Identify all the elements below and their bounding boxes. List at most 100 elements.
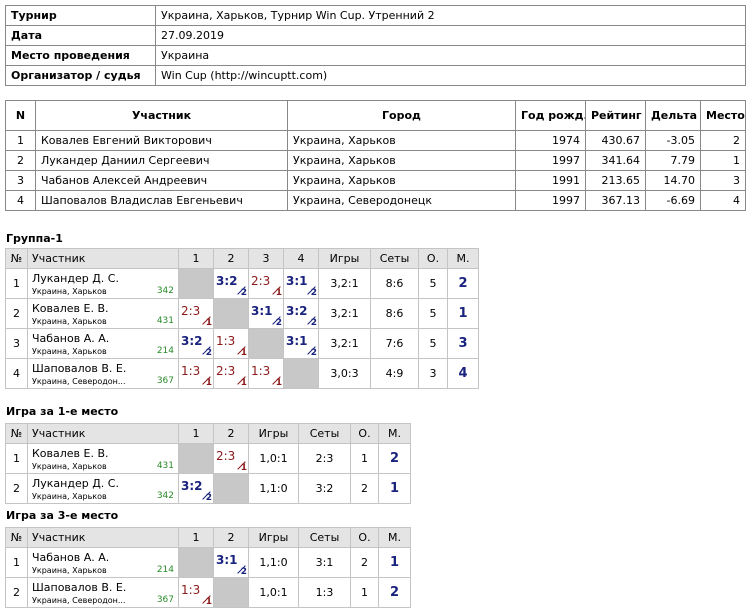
- games-cell: 1,1:0: [248, 473, 299, 504]
- participant-cell: 367.13: [585, 190, 646, 211]
- info-label: Дата: [5, 25, 156, 46]
- player-box: Чабанов А. А. Украина, Харьков 214: [32, 330, 174, 358]
- points-cell: 2: [350, 473, 379, 504]
- info-label: Турнир: [5, 5, 156, 26]
- sets-cell: 3:1: [298, 547, 351, 578]
- participant-cell: 3: [700, 170, 746, 191]
- games-cell: 3,2:1: [318, 298, 371, 329]
- participant-cell: 4: [700, 190, 746, 211]
- result-cell: 3:1 2: [248, 298, 284, 329]
- result-box: 1:3 1: [215, 330, 248, 358]
- player-city: Украина, Харьков: [32, 316, 107, 326]
- player-row: 4 Шаповалов В. Е. Украина, Северодон... 367…: [5, 358, 479, 389]
- player-cell: Ковалев Е. В. Украина, Харьков 431: [27, 443, 179, 474]
- header-cell: Игры: [248, 527, 299, 548]
- points-cell: 3: [418, 358, 448, 389]
- place-cell: 1: [447, 298, 479, 329]
- result-points: 1: [275, 287, 282, 298]
- result-cell: 2:3 1: [213, 358, 249, 389]
- header-cell: №: [5, 248, 28, 269]
- participant-cell: 14.70: [645, 170, 701, 191]
- sets-cell: 1:3: [298, 577, 351, 608]
- group-title: Игра за 3-е место: [6, 509, 119, 522]
- points-cell: 1: [350, 577, 379, 608]
- result-cell: 3:2 2: [213, 268, 249, 299]
- participant-cell: 1997: [515, 150, 586, 171]
- player-rating: 342: [156, 490, 174, 501]
- place-cell: 2: [447, 268, 479, 299]
- header-cell: М.: [378, 423, 411, 444]
- result-score: 3:1: [286, 273, 308, 288]
- header-cell: 2: [213, 248, 249, 269]
- info-value: Украина, Харьков, Турнир Win Cup. Утренн…: [155, 5, 746, 26]
- header-cell: Участник: [27, 423, 179, 444]
- group-table: № Участник 1 2 3 4 Игры Сеты О. М. 1 Лукандер Д. С.…: [5, 248, 479, 389]
- header-cell: Участник: [35, 100, 288, 131]
- place-cell: 1: [378, 547, 411, 578]
- player-name: Лукандер Д. С.: [32, 476, 119, 490]
- result-score: 3:1: [216, 552, 238, 567]
- header-cell: Игры: [248, 423, 299, 444]
- player-name: Ковалев Е. В.: [32, 446, 109, 460]
- player-cell: Шаповалов В. Е. Украина, Северодон... 367: [27, 577, 179, 608]
- place-cell: 2: [378, 443, 411, 474]
- result-cell: 1:3 1: [213, 328, 249, 359]
- games-cell: 3,2:1: [318, 268, 371, 299]
- result-box: 1:3 1: [250, 360, 283, 388]
- group-table: № Участник 1 2 Игры Сеты О. М. 1 Ковалев Е. В. Укр…: [5, 423, 411, 504]
- participant-cell: Украина, Харьков: [287, 170, 516, 191]
- group-title: Группа-1: [6, 232, 63, 245]
- header-cell: Место: [700, 100, 746, 131]
- result-cell: [213, 298, 249, 329]
- result-cell: [248, 328, 284, 359]
- player-name: Шаповалов В. Е.: [32, 580, 127, 594]
- group-title: Игра за 1-е место: [6, 405, 119, 418]
- participant-cell: Лукандер Даниил Сергеевич: [35, 150, 288, 171]
- header-cell: N: [5, 100, 36, 131]
- player-name: Чабанов А. А.: [32, 550, 110, 564]
- result-cell: [178, 443, 214, 474]
- sets-cell: 8:6: [370, 268, 419, 299]
- participant-cell: 2: [5, 150, 36, 171]
- participant-cell: 2: [700, 130, 746, 151]
- result-box: 3:1 2: [285, 270, 318, 298]
- player-name: Чабанов А. А.: [32, 331, 110, 345]
- header-cell: №: [5, 423, 28, 444]
- player-cell: Лукандер Д. С. Украина, Харьков 342: [27, 268, 179, 299]
- result-points: 2: [310, 317, 317, 328]
- player-cell: Ковалев Е. В. Украина, Харьков 431: [27, 298, 179, 329]
- result-points: 2: [240, 287, 247, 298]
- place-cell: 4: [447, 358, 479, 389]
- player-box: Ковалев Е. В. Украина, Харьков 431: [32, 300, 174, 328]
- result-box: 3:2 2: [285, 300, 318, 328]
- result-score: 3:2: [286, 303, 308, 318]
- header-row: N Участник Город Год рожд. Рейтинг Дельта Мест…: [5, 100, 746, 131]
- info-row: Турнир Украина, Харьков, Турнир Win Cup. …: [5, 5, 746, 26]
- header-cell: М.: [447, 248, 479, 269]
- result-cell: 1:3 1: [178, 577, 214, 608]
- info-label: Место проведения: [5, 45, 156, 66]
- participant-row: 2 Лукандер Даниил Сергеевич Украина, Харьк…: [5, 150, 746, 171]
- player-rating: 431: [156, 315, 174, 326]
- player-rating: 342: [156, 285, 174, 296]
- result-score: 3:2: [181, 333, 203, 348]
- player-city: Украина, Северодон...: [32, 595, 126, 605]
- participant-cell: 1991: [515, 170, 586, 191]
- participant-cell: Украина, Северодонецк: [287, 190, 516, 211]
- participant-cell: Украина, Харьков: [287, 150, 516, 171]
- result-cell: 2:3 1: [213, 443, 249, 474]
- result-box: 2:3 1: [180, 300, 213, 328]
- result-score: 3:1: [286, 333, 308, 348]
- player-rating: 367: [156, 594, 174, 605]
- header-cell: Сеты: [298, 527, 351, 548]
- header-cell: 2: [213, 527, 249, 548]
- result-box: 3:2 2: [180, 330, 213, 358]
- player-rating: 431: [156, 460, 174, 471]
- row-number: 1: [5, 268, 28, 299]
- header-row: № Участник 1 2 Игры Сеты О. М.: [5, 527, 411, 548]
- row-number: 1: [5, 443, 28, 474]
- header-cell: 1: [178, 248, 214, 269]
- points-cell: 2: [350, 547, 379, 578]
- player-row: 1 Ковалев Е. В. Украина, Харьков 431 2:3 1 1,0…: [5, 443, 411, 474]
- result-points: 2: [205, 492, 212, 503]
